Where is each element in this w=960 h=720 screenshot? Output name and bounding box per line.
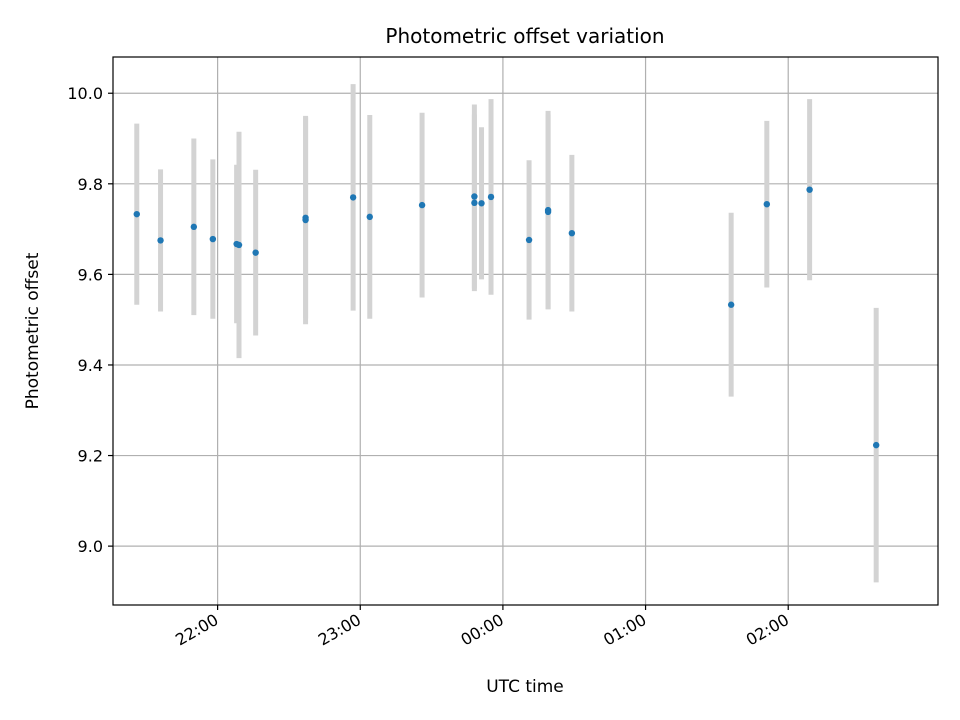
data-point	[806, 186, 813, 193]
x-tick-label: 00:00	[457, 610, 506, 650]
tick-layer: 9.0 9.2 9.4 9.6 9.8 10.0 22:00 23:00 00:00 01:00 0…	[67, 84, 792, 649]
x-tick-label: 23:00	[315, 610, 364, 650]
y-tick-label: 9.8	[78, 175, 103, 194]
y-tick-label: 9.2	[78, 447, 103, 466]
y-tick-label: 9.6	[78, 265, 103, 284]
data-point	[133, 210, 140, 218]
data-point	[727, 301, 735, 308]
data-point	[349, 194, 357, 201]
x-tick-label: 02:00	[743, 610, 792, 650]
data-point	[157, 237, 164, 244]
data-point	[478, 200, 485, 207]
data-point	[252, 249, 259, 256]
plot-area-frame	[112, 56, 939, 606]
data-point	[366, 213, 373, 221]
data-point	[209, 235, 217, 243]
data-point	[872, 441, 880, 449]
data-point	[544, 208, 552, 216]
errorbar-layer	[134, 84, 879, 583]
data-point	[190, 223, 198, 231]
x-axis-label: UTC time	[486, 677, 564, 697]
data-point	[302, 216, 309, 224]
data-point	[418, 201, 426, 209]
data-point	[471, 199, 478, 207]
x-tick-label: 01:00	[600, 610, 649, 650]
y-tick-label: 9.4	[78, 356, 103, 375]
data-point	[471, 193, 478, 200]
y-axis-label: Photometric offset	[23, 252, 43, 409]
data-point	[568, 229, 576, 237]
x-tick-label: 22:00	[172, 610, 221, 650]
data-point	[487, 193, 495, 201]
data-point	[763, 200, 771, 208]
data-point	[525, 236, 533, 244]
chart-title: Photometric offset variation	[385, 24, 664, 48]
y-tick-label: 10.0	[67, 84, 103, 103]
point-layer	[133, 186, 880, 449]
data-point	[235, 241, 243, 249]
grid-layer	[113, 57, 938, 605]
y-tick-label: 9.0	[78, 537, 103, 556]
